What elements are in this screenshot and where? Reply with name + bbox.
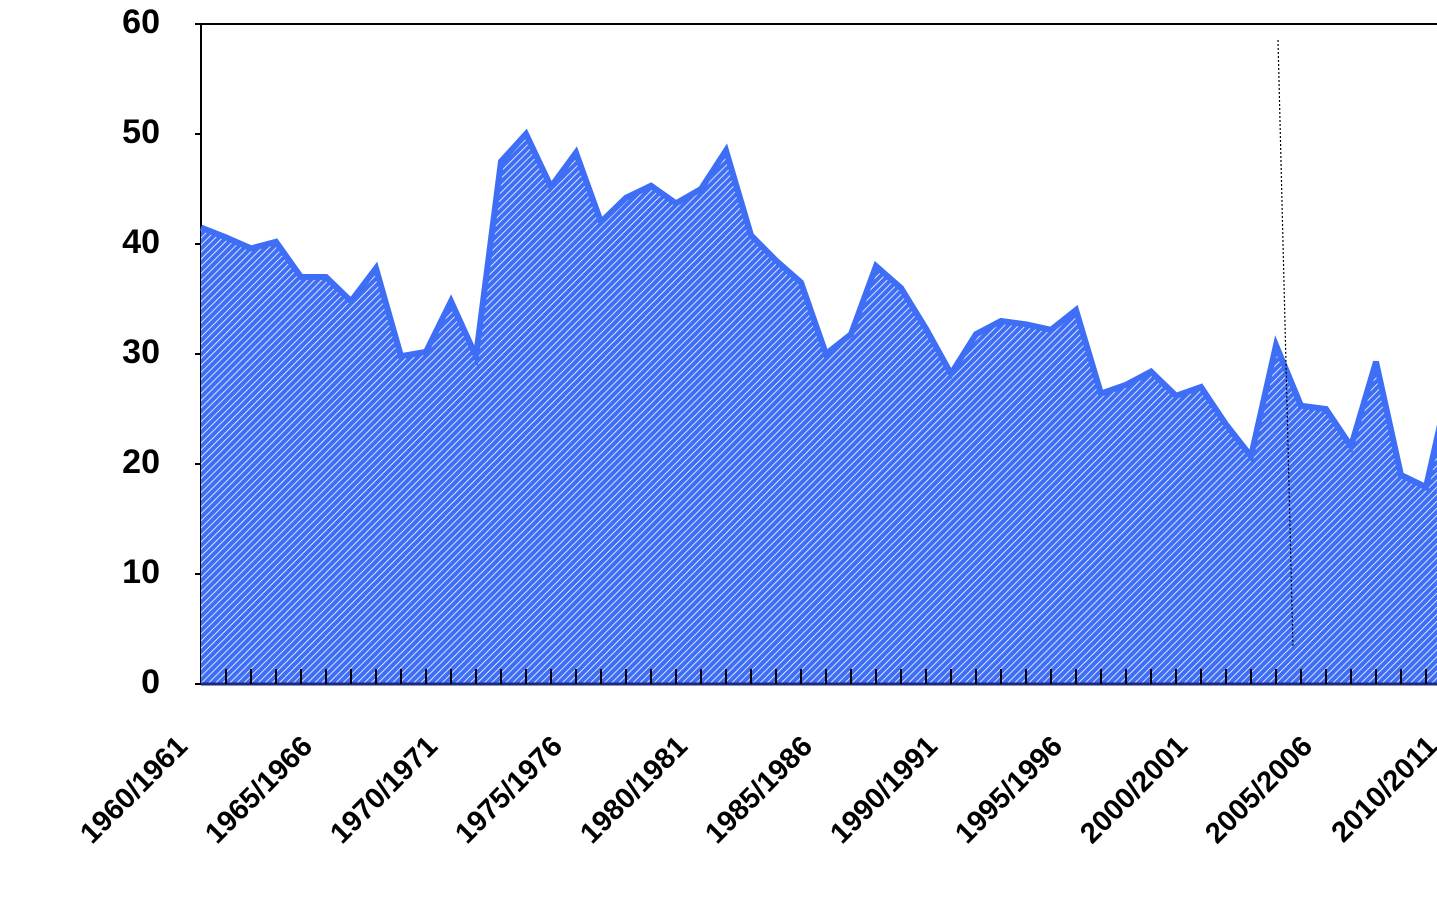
y-tick-label: 50 — [122, 113, 160, 151]
x-tick-label: 1985/1986 — [699, 730, 819, 850]
x-tick-label: 2010/2011 — [1326, 730, 1437, 848]
annotation-line — [1277, 39, 1294, 649]
plot-area — [199, 128, 1437, 686]
y-tick-label: 0 — [141, 663, 160, 701]
y-tick-label: 40 — [122, 223, 160, 261]
x-tick-label: 2005/2006 — [1199, 730, 1319, 850]
x-tick-label: 1965/1966 — [199, 730, 319, 850]
x-tick-label: 1975/1976 — [449, 730, 569, 850]
x-tick-label: 2000/2001 — [1074, 730, 1194, 850]
x-tick-label: 1970/1971 — [324, 730, 444, 850]
y-tick-label: 60 — [122, 3, 160, 41]
line — [199, 128, 1437, 492]
x-tick-label: 1960/1961 — [74, 730, 194, 850]
x-tick-label: 1990/1991 — [824, 730, 944, 850]
area — [201, 134, 1437, 684]
x-tick-label: 1995/1996 — [949, 730, 1069, 850]
x-tick-label: 1980/1981 — [574, 730, 694, 850]
y-tick-label: 30 — [122, 333, 160, 371]
y-tick-label: 20 — [122, 443, 160, 481]
y-tick-label: 10 — [122, 553, 160, 591]
